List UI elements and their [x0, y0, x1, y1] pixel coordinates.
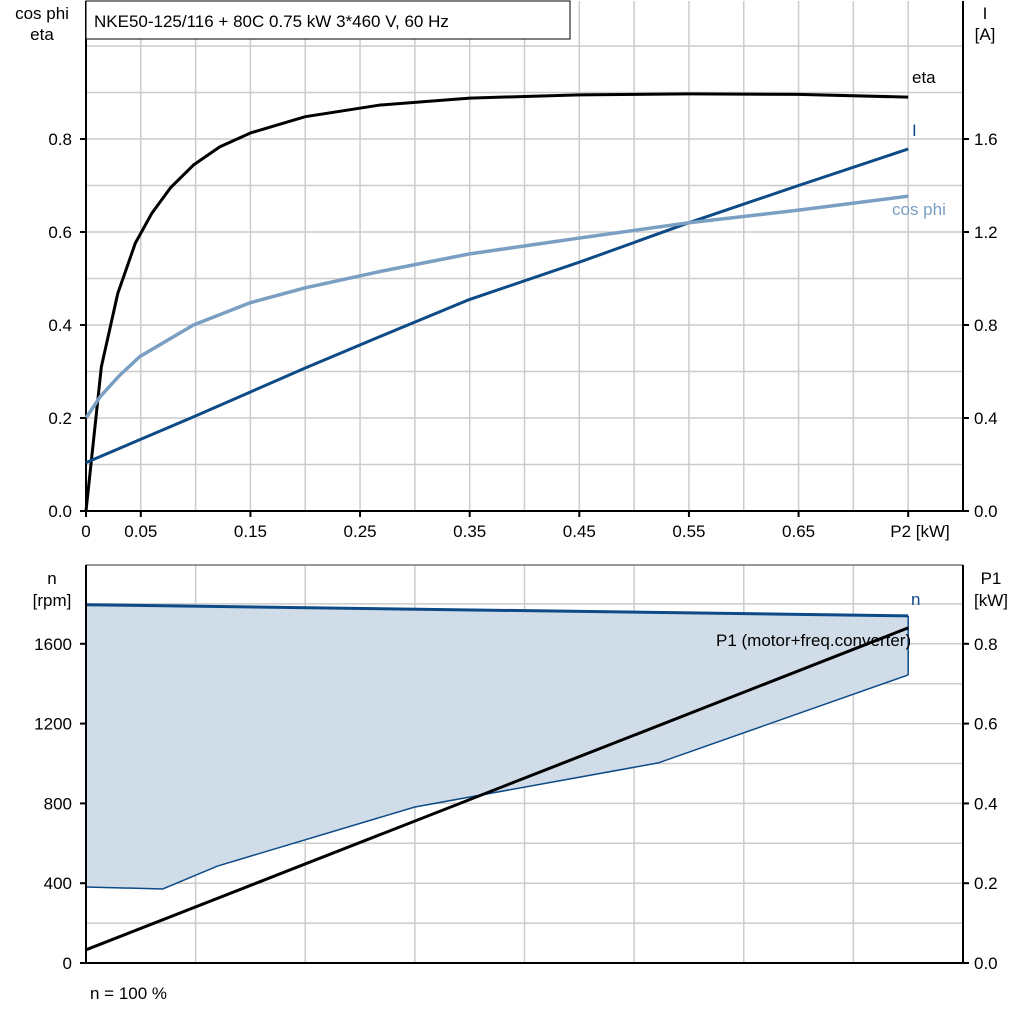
chart-title: NKE50-125/116 + 80C 0.75 kW 3*460 V, 60 … [94, 12, 449, 31]
x-tick-label: 0.55 [672, 522, 705, 541]
y-tick-label-left: 1200 [34, 715, 72, 734]
bottom-right-axis-label-2: [kW] [974, 591, 1008, 610]
y-tick-label-left: 1600 [34, 635, 72, 654]
speed-series-label: n [911, 590, 920, 609]
p1-series-label: P1 (motor+freq.converter) [716, 631, 911, 650]
series-eta-line [84, 92, 909, 512]
bottom-left-axis-label-2: [rpm] [33, 591, 72, 610]
speed-footnote: n = 100 % [90, 984, 167, 1003]
title-box [85, 0, 571, 40]
speed-range-area [86, 604, 909, 889]
series-cos-phi-line [84, 194, 909, 419]
chart-marks [84, 1, 964, 964]
x-tick-label: 0.45 [563, 522, 596, 541]
p1-line [85, 626, 909, 952]
y-tick-label-left: 800 [44, 794, 72, 813]
y-tick-label-right: 0.4 [974, 409, 998, 428]
top-plot-grid [86, 1, 963, 511]
y-tick-label-right: 0.6 [974, 715, 998, 734]
y-tick-label-left: 0.4 [48, 316, 72, 335]
speed-max-line [85, 603, 909, 618]
y-tick-label-left: 0.8 [48, 130, 72, 149]
x-tick-label: 0 [81, 522, 90, 541]
y-tick-label-left: 0 [63, 954, 72, 973]
top-right-axis-label-2: [A] [975, 25, 996, 44]
cos-phi-series-label: cos phi [892, 200, 946, 219]
y-tick-label-right: 0.8 [974, 316, 998, 335]
bottom-left-axis-label-1: n [47, 569, 56, 588]
top-left-axis-label-1: cos phi [15, 4, 69, 23]
x-axis-label: P2 [kW] [890, 522, 950, 541]
y-tick-label-right: 0.4 [974, 794, 998, 813]
x-tick-label: 0.15 [234, 522, 267, 541]
x-tick-label: 0.35 [453, 522, 486, 541]
y-tick-label-left: 0.6 [48, 223, 72, 242]
y-tick-label-right: 0.0 [974, 954, 998, 973]
top-left-axis-label-2: eta [30, 25, 54, 44]
y-tick-label-left: 400 [44, 874, 72, 893]
chart-labels: 0 0.05 0.15 0.25 0.35 0.45 0.55 0.65 0.0 0.2 0.4 0.… [34, 130, 997, 973]
series-I-line [85, 147, 909, 465]
current-series-label: I [912, 121, 917, 140]
y-tick-label-right: 1.6 [974, 130, 998, 149]
y-tick-label-left: 0.2 [48, 409, 72, 428]
y-tick-label-right: 0.8 [974, 635, 998, 654]
bottom-right-axis-label-1: P1 [981, 569, 1002, 588]
y-tick-label-left: 0.0 [48, 502, 72, 521]
y-tick-label-right: 0.0 [974, 502, 998, 521]
y-tick-label-right: 1.2 [974, 223, 998, 242]
y-tick-label-right: 0.2 [974, 874, 998, 893]
eta-series-label: eta [912, 68, 936, 87]
speed-min-line [85, 674, 909, 890]
x-tick-label: 0.25 [344, 522, 377, 541]
x-tick-label: 0.05 [124, 522, 157, 541]
x-tick-label: 0.65 [782, 522, 815, 541]
top-right-axis-label-1: I [983, 4, 988, 23]
